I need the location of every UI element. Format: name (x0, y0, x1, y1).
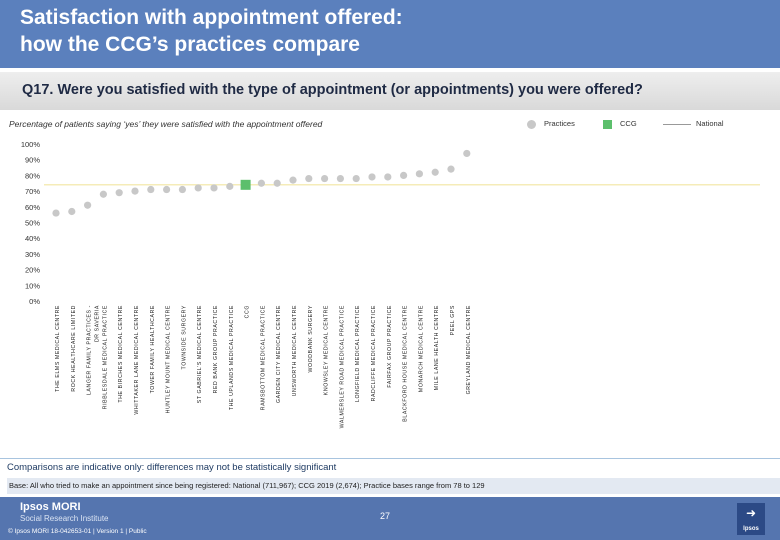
x-tick-label: TOWNSIDE SURGERY (181, 305, 187, 369)
legend-ccg-label: CCG (620, 119, 637, 128)
ccg-square-icon (603, 119, 612, 129)
footer-bar (0, 497, 780, 540)
y-tick-label: 100% (21, 140, 41, 149)
practice-point (210, 184, 218, 192)
x-tick-label: WALMERSLEY ROAD MEDICAL PRACTICE (339, 305, 345, 428)
legend-practices-label: Practices (544, 119, 575, 128)
practice-point (115, 189, 123, 197)
x-tick-label: MILE LANE HEALTH CENTRE (434, 305, 440, 390)
x-tick-label: RAMSBOTTOM MEDICAL PRACTICE (260, 305, 266, 410)
x-tick-label: UNSWORTH MEDICAL CENTRE (292, 305, 298, 396)
ipsos-logo: ➜ Ipsos (737, 503, 765, 535)
x-tick-label: RED BANK GROUP PRACTICE (213, 305, 219, 393)
footer-divider (0, 458, 780, 459)
x-tick-label: RADCLIFFE MEDICAL PRACTICE (371, 305, 377, 401)
copyright-text: © Ipsos MORI 18-042653-01 | Version 1 | … (8, 528, 147, 535)
x-tick-label: MONARCH MEDICAL CENTRE (418, 305, 424, 392)
practice-point (447, 165, 455, 173)
x-tick-label: THE BIRCHES MEDICAL CENTRE (118, 305, 124, 403)
legend-practices: Practices (527, 119, 575, 129)
x-tick-label: GARDEN CITY MEDICAL CENTRE (276, 305, 282, 403)
x-tick-label: RIBBLESDALE MEDICAL PRACTICE (102, 305, 108, 409)
x-tick-label: THE ELMS MEDICAL CENTRE (55, 305, 61, 392)
question-banner (0, 72, 780, 110)
x-tick-label: BLACKFORD HOUSE MEDICAL CENTRE (403, 305, 409, 422)
logo-arrow-icon: ➜ (746, 506, 757, 520)
brand-subtitle: Social Research Institute (20, 514, 109, 523)
x-tick-label: FAIRFAX GROUP PRACTICE (387, 305, 393, 388)
practice-point (194, 184, 202, 192)
practice-point (368, 173, 376, 181)
x-tick-label: THE UPLANDS MEDICAL PRACTICE (229, 305, 235, 410)
x-tick-label: PEEL GPS (450, 305, 456, 335)
x-tick-label: LANGER FAMILY PRACTICES - (87, 305, 93, 395)
practice-point (352, 174, 360, 183)
practice-point (52, 209, 60, 217)
practice-point (147, 185, 155, 194)
x-tick-label: LONGFIELD MEDICAL PRACTICE (355, 305, 361, 402)
x-tick-label: DR SAVERIA (95, 305, 101, 342)
comparison-note: Comparisons are indicative only: differe… (7, 462, 337, 473)
practice-point (384, 173, 392, 181)
chart-legend: Practices CCG National (527, 119, 777, 129)
brand-name: Ipsos MORI (20, 501, 81, 513)
satisfaction-chart: 0% 10% 20% 30% 40% 50% 60% 70% 80% 90% 100% THE ELM… (21, 140, 760, 428)
practice-point (463, 149, 471, 158)
logo-text: Ipsos (743, 526, 759, 532)
x-tick-label: ST GABRIEL'S MEDICAL CENTRE (197, 305, 203, 403)
y-tick-label: 30% (25, 250, 40, 259)
national-line-icon (663, 123, 691, 125)
x-tick-label: HUNTLEY MOUNT MEDICAL CENTRE (166, 305, 172, 413)
practice-point (289, 176, 297, 184)
practice-point (273, 179, 281, 187)
ccg-point (240, 179, 251, 190)
y-tick-label: 70% (25, 187, 40, 196)
x-tick-label: CCG (245, 305, 251, 318)
base-note: Base: All who tried to make an appointme… (7, 478, 780, 494)
practice-point (226, 182, 234, 190)
practice-point (400, 171, 408, 179)
practice-point (68, 207, 76, 216)
y-tick-label: 50% (25, 219, 40, 228)
x-tick-label: GREYLAND MEDICAL CENTRE (466, 305, 472, 394)
legend-national: National (663, 119, 724, 128)
practice-point (336, 174, 344, 183)
practice-point (178, 185, 186, 194)
practice-point (84, 201, 92, 209)
y-tick-label: 40% (25, 234, 40, 243)
title-banner (0, 0, 780, 68)
y-tick-label: 0% (29, 297, 40, 306)
question-text: Q17. Were you satisfied with the type of… (22, 82, 643, 98)
y-tick-label: 90% (25, 156, 40, 165)
x-tick-label: TOWER FAMILY HEALTHCARE (150, 305, 156, 393)
x-tick-label: WOODBANK SURGERY (308, 305, 314, 372)
page-title: Satisfaction with appointment offered: h… (20, 6, 403, 56)
practice-point (99, 190, 107, 198)
page-number: 27 (380, 511, 391, 521)
chart-subtitle: Percentage of patients saying ‘yes’ they… (9, 119, 323, 129)
x-tick-label: KNOWSLEY MEDICAL CENTRE (324, 305, 330, 395)
x-tick-label: ROCK HEALTHCARE LIMITED (71, 305, 77, 392)
y-tick-label: 80% (25, 171, 40, 180)
practice-point (321, 174, 329, 183)
y-tick-label: 60% (25, 203, 40, 212)
y-tick-label: 20% (25, 266, 40, 275)
legend-ccg: CCG (603, 119, 637, 129)
practice-point (163, 185, 171, 194)
practice-point (415, 170, 423, 178)
practice-point (431, 168, 439, 176)
practice-point (305, 174, 313, 183)
legend-national-label: National (696, 119, 724, 128)
practice-dot-icon (527, 119, 536, 129)
practice-point (257, 179, 265, 187)
x-tick-label: WHITTAKER LANE MEDICAL CENTRE (134, 305, 140, 415)
practice-point (131, 187, 139, 195)
y-tick-label: 10% (25, 281, 40, 290)
